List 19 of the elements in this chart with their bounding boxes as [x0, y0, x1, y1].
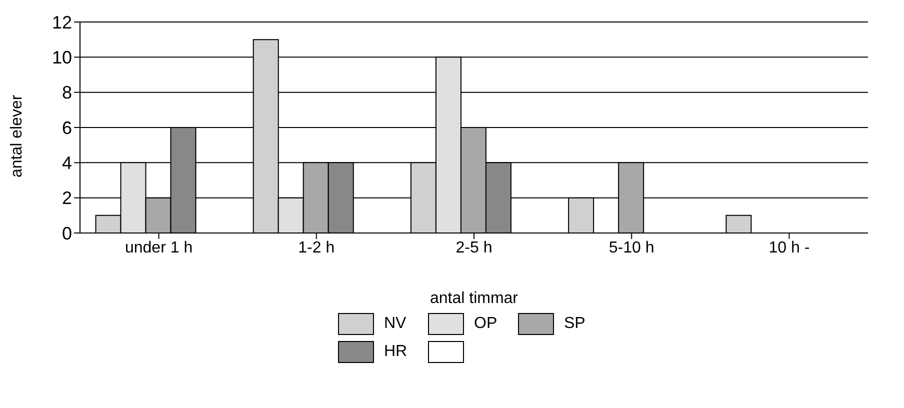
y-tick-label: 4	[62, 153, 72, 174]
y-tick-label: 10	[52, 48, 72, 68]
y-tick-label: 0	[62, 223, 72, 244]
y-tick-label: 2	[62, 188, 72, 208]
y-tick-label: 6	[62, 118, 72, 138]
x-tick-label: 5-10 h	[608, 239, 654, 256]
y-tick-label: 8	[62, 82, 72, 103]
x-tick-label: 10 h -	[768, 239, 810, 256]
x-tick-label: under 1 h	[124, 239, 193, 256]
legend-label: NV	[384, 315, 406, 333]
y-axis-title: antal elever	[8, 94, 26, 178]
x-axis-title: antal timmar	[430, 290, 519, 307]
x-tick-label: 2-5 h	[456, 239, 492, 256]
bar	[726, 214, 752, 233]
legend-label: OP	[474, 315, 498, 333]
x-tick-label: 1-2 h	[298, 239, 335, 256]
legend-label: HR	[384, 343, 408, 361]
legend-label: SP	[564, 315, 586, 333]
y-tick-label: 12	[52, 12, 72, 32]
